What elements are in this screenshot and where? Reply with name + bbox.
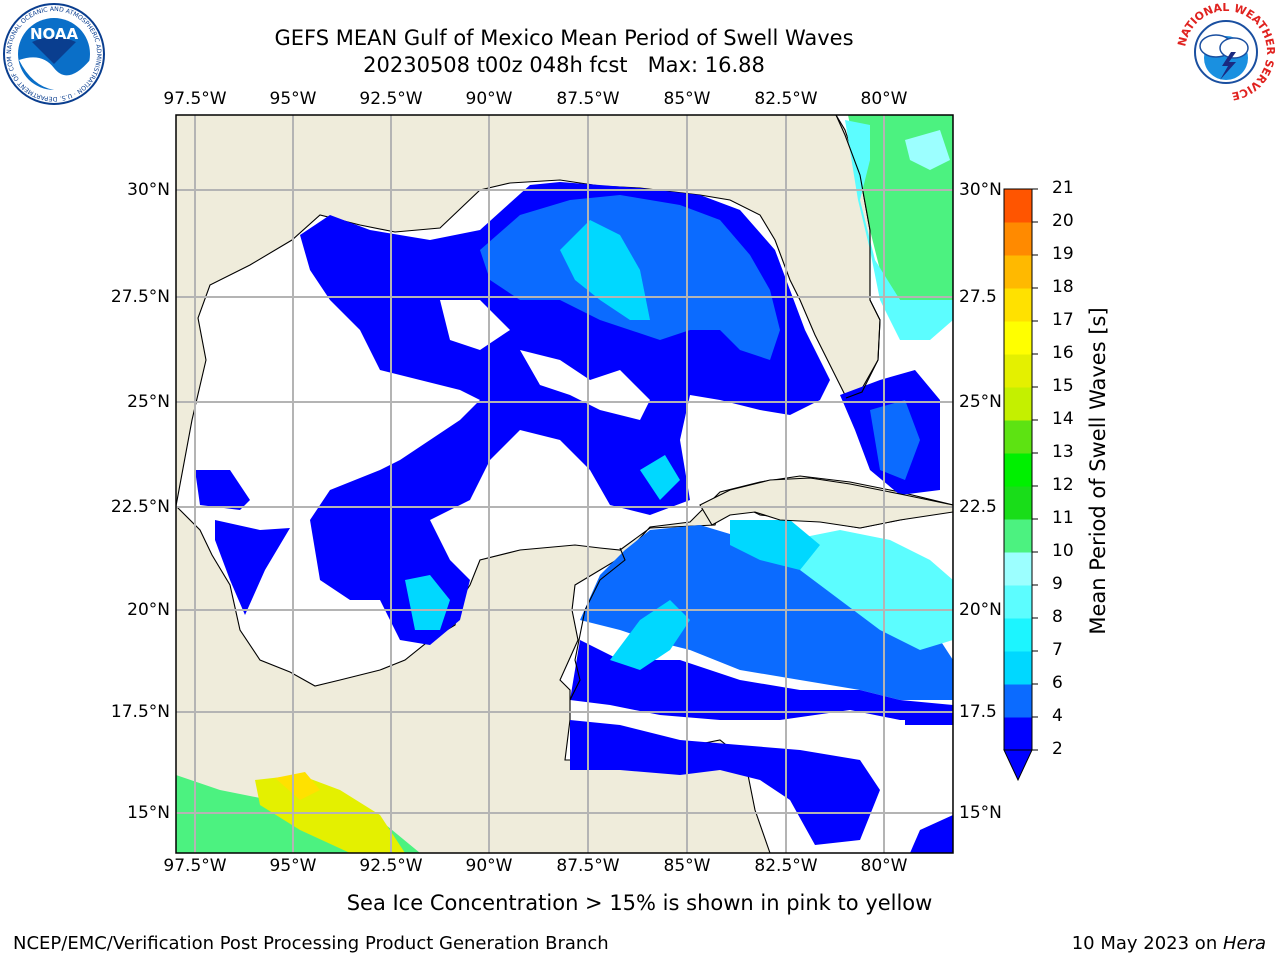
lat-label: 17.5°N [110,702,170,722]
chart-subtitle: 20230508 t00z 048h fcst Max: 16.88 [363,53,765,77]
colorbar-tick-label: 16 [1052,343,1074,363]
colorbar-segment [1004,354,1032,388]
colorbar-segment [1004,222,1032,256]
colorbar-segment [1004,519,1032,553]
colorbar-tick-label: 8 [1052,607,1063,627]
lat-label: 20°N [127,600,170,620]
lon-label: 87.5°W [556,856,620,876]
colorbar-border [1003,188,1033,751]
colorbar-tick-label: 21 [1052,178,1074,198]
lon-label: 92.5°W [359,856,423,876]
colorbar-segment [1004,486,1032,520]
colorbar-segment [1004,453,1032,487]
graticule [176,115,953,853]
svg-text:NOAA: NOAA [30,25,79,43]
lon-label: 85°W [663,89,711,109]
colorbar-tick-label: 9 [1052,574,1063,594]
lat-label: 22.5°N [110,497,170,517]
colorbar-tick-label: 14 [1052,409,1074,429]
sea-ice-note: Sea Ice Concentration > 15% is shown in … [346,891,933,915]
lat-label: 15°N [959,803,1002,823]
colorbar-tick-label: 17 [1052,310,1074,330]
footer-date-text: 10 May 2023 on [1071,933,1223,954]
colorbar-segment [1004,552,1032,586]
colorbar-segment [1004,189,1032,223]
colorbar-segment [1004,255,1032,289]
lon-label: 80°W [860,856,908,876]
lat-label: 20°N [959,600,1002,620]
colorbar-segment [1004,618,1032,652]
lon-label: 82.5°W [754,89,818,109]
colorbar [1003,188,1038,782]
colorbar-tick-label: 7 [1052,640,1063,660]
lat-label: 25°N [959,392,1002,412]
footer-credit: NCEP/EMC/Verification Post Processing Pr… [13,933,609,954]
colorbar-tick-label: 20 [1052,211,1074,231]
colorbar-tick-label: 10 [1052,541,1074,561]
lat-label: 27.5 [959,287,997,307]
colorbar-tick-label: 11 [1052,508,1074,528]
lon-label: 97.5°W [163,89,227,109]
colorbar-tick-label: 2 [1052,739,1063,759]
colorbar-segment [1004,651,1032,685]
colorbar-tick-label: 6 [1052,673,1063,693]
lon-label: 82.5°W [754,856,818,876]
lon-label: 80°W [860,89,908,109]
colorbar-segment [1004,321,1032,355]
chart-title: GEFS MEAN Gulf of Mexico Mean Period of … [274,26,854,50]
footer-date: 10 May 2023 on Hera [1072,933,1266,954]
colorbar-extend-low [1003,749,1033,782]
lon-label: 95°W [269,856,317,876]
lon-label: 90°W [465,856,513,876]
footer-machine: Hera [1222,933,1266,954]
lon-label: 95°W [269,89,317,109]
colorbar-segment [1004,684,1032,718]
cuba-land [699,477,953,529]
colorbar-tick-label: 15 [1052,376,1074,396]
lat-label: 22.5 [959,497,997,517]
lat-label: 17.5 [959,702,997,722]
colorbar-tick-label: 13 [1052,442,1074,462]
lat-label: 25°N [127,392,170,412]
colorbar-label: Mean Period of Swell Waves [s] [1086,307,1110,635]
colorbar-segment [1004,717,1032,751]
lat-label: 27.5°N [110,287,170,307]
lon-label: 85°W [663,856,711,876]
lon-label: 97.5°W [163,856,227,876]
lon-label: 90°W [465,89,513,109]
colorbar-segment [1004,420,1032,454]
lon-label: 87.5°W [556,89,620,109]
colorbar-tick-label: 19 [1052,244,1074,264]
colorbar-segment [1004,387,1032,421]
nws-logo-icon: NATIONAL WEATHER SERVICE [1176,2,1276,102]
lat-label: 30°N [127,180,170,200]
colorbar-ticks: 2 4 6 7 8 9 10 11 12 13 14 15 16 17 18 19 20 21 [1052,0,1074,759]
lon-label: 92.5°W [359,89,423,109]
colorbar-tick-label: 4 [1052,706,1063,726]
colorbar-tick-label: 18 [1052,277,1074,297]
noaa-logo-icon: NATIONAL OCEANIC AND ATMOSPHERIC ADMINIS… [2,2,105,105]
colorbar-segment [1004,288,1032,322]
lat-label: 15°N [127,803,170,823]
lat-label: 30°N [959,180,1002,200]
colorbar-tick-label: 12 [1052,475,1074,495]
colorbar-segment [1004,585,1032,619]
